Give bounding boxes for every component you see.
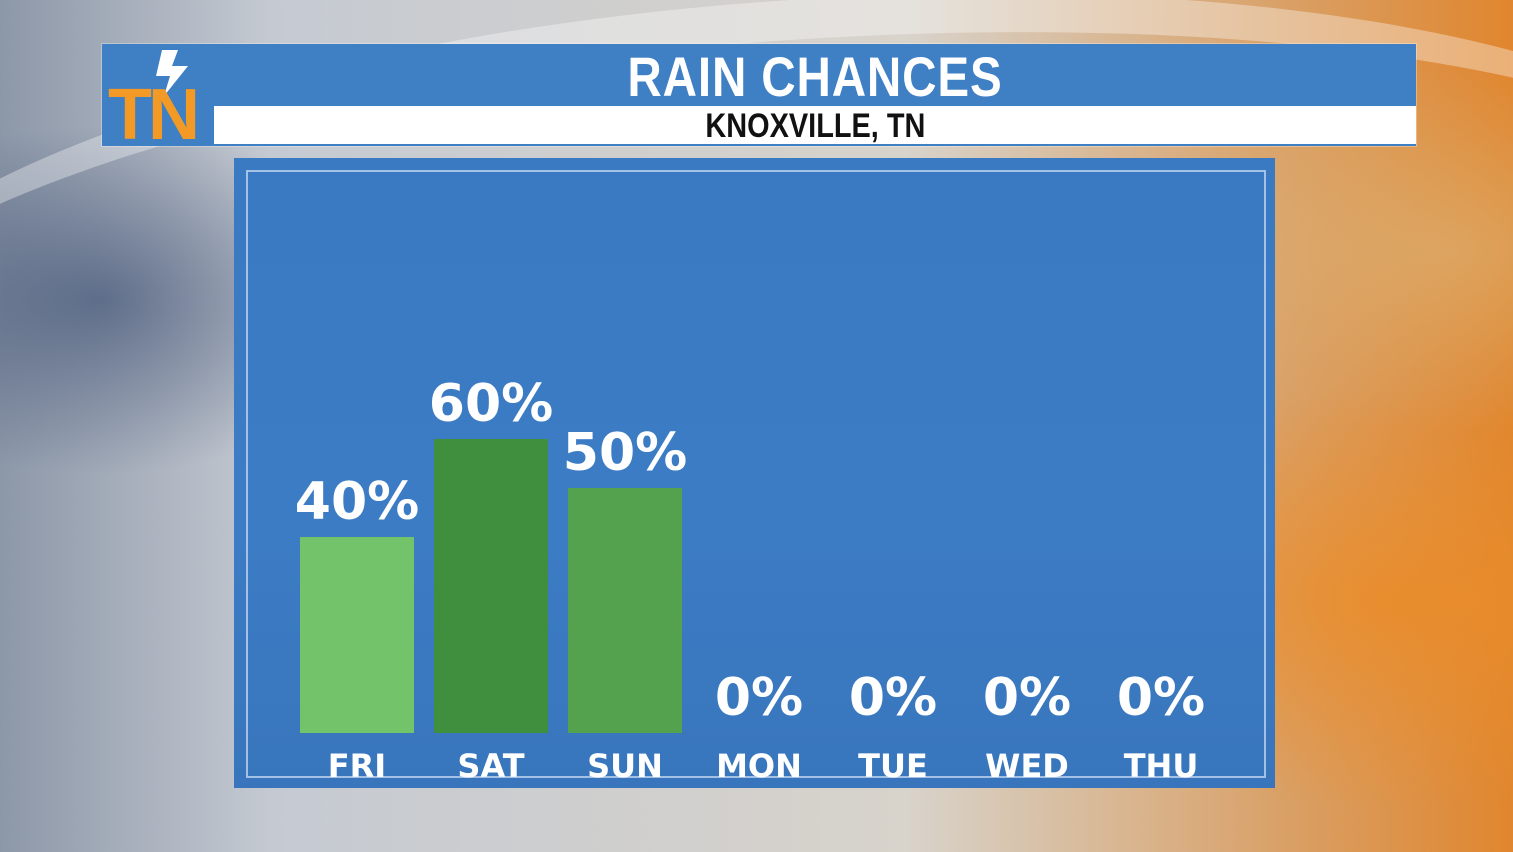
bar-fri: [300, 537, 414, 733]
value-label-wed: 0%: [983, 668, 1071, 728]
category-label-fri: FRI: [328, 747, 386, 785]
logo-text: TN: [108, 75, 196, 146]
bar-sat: [434, 439, 548, 733]
lightning-bolt-icon: [156, 50, 188, 96]
value-label-mon: 0%: [715, 668, 803, 728]
category-label-wed: WED: [985, 747, 1069, 785]
category-label-tue: TUE: [858, 747, 928, 785]
header-banner: TN RAIN CHANCES KNOXVILLE, TN: [102, 44, 1416, 146]
rain-chance-chart: 40% FRI 60% SAT 50% SUN 0% MON 0% TUE 0% WED 0% THU: [295, 374, 1205, 785]
category-label-thu: THU: [1124, 747, 1199, 785]
bar-sun: [568, 488, 682, 733]
value-label-thu: 0%: [1117, 668, 1205, 728]
value-label-sat: 60%: [429, 374, 553, 434]
value-label-tue: 0%: [849, 668, 937, 728]
category-label-sat: SAT: [457, 747, 524, 785]
location-subtitle: KNOXVILLE, TN: [214, 106, 1416, 145]
category-label-sun: SUN: [587, 747, 663, 785]
category-label-mon: MON: [716, 747, 802, 785]
value-label-fri: 40%: [295, 472, 419, 532]
logo: TN: [108, 50, 200, 146]
page-title: RAIN CHANCES: [627, 45, 1003, 108]
location-text: KNOXVILLE, TN: [705, 107, 925, 145]
value-label-sun: 50%: [563, 423, 687, 483]
chart-panel: 40% FRI 60% SAT 50% SUN 0% MON 0% TUE 0% WED 0% THU: [234, 158, 1275, 788]
chart-frame: [246, 170, 1266, 778]
